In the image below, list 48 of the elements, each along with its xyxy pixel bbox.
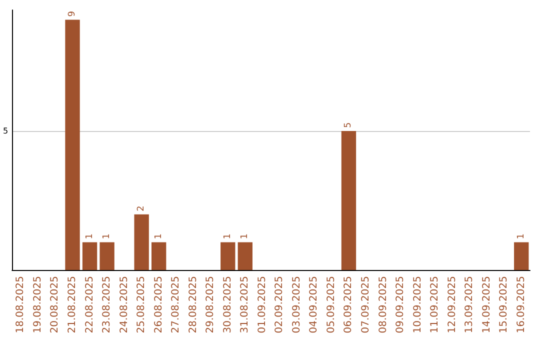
x-tick-label: 28.08.2025: [188, 276, 199, 334]
x-tick-label: 20.08.2025: [50, 276, 61, 334]
x-tick-label: 14.09.2025: [481, 276, 492, 334]
x-tick-label: 22.08.2025: [84, 276, 96, 334]
data-label: 1: [240, 233, 250, 240]
x-tick-label: 24.08.2025: [118, 276, 130, 334]
bar: [82, 242, 98, 270]
x-tick-label: 23.08.2025: [102, 276, 113, 334]
data-label: 1: [84, 233, 95, 240]
x-tick-label: 30.08.2025: [222, 276, 234, 334]
x-tick-label: 01.09.2025: [256, 276, 268, 334]
x-tick-label: 05.09.2025: [326, 276, 337, 334]
x-tick-label: 16.09.2025: [516, 276, 527, 334]
data-label: 2: [136, 206, 147, 212]
bar: [100, 242, 114, 270]
bar: [220, 242, 236, 270]
x-tick-label: 11.09.2025: [430, 276, 441, 334]
x-tick-label: 03.09.2025: [291, 276, 302, 334]
x-tick-label: 09.09.2025: [395, 276, 406, 334]
bar: [238, 242, 252, 270]
x-tick-label: 18.08.2025: [15, 276, 26, 334]
x-tick-label: 12.09.2025: [446, 276, 458, 334]
x-tick-label: 27.08.2025: [170, 276, 182, 334]
data-label: 1: [154, 233, 164, 240]
x-tick-label: 15.09.2025: [498, 276, 510, 334]
bar: [134, 214, 149, 270]
x-tick-label: 31.08.2025: [240, 276, 251, 334]
x-tick-label: 26.08.2025: [153, 276, 164, 334]
data-label: 1: [102, 233, 112, 240]
x-tick-label: 08.09.2025: [378, 276, 389, 334]
x-tick-label: 04.09.2025: [308, 276, 320, 334]
data-label: 1: [222, 233, 233, 240]
x-tick-label: 07.09.2025: [360, 276, 372, 334]
x-tick-label: 25.08.2025: [136, 276, 148, 334]
x-tick-label: 29.08.2025: [205, 276, 216, 334]
x-tick-label: 21.08.2025: [67, 276, 78, 334]
bar: [341, 130, 356, 270]
data-label: 5: [344, 122, 354, 128]
bar: [514, 242, 529, 270]
x-tick-label: 10.09.2025: [412, 276, 424, 334]
data-label: 9: [68, 10, 78, 17]
x-tick-label: 13.09.2025: [464, 276, 476, 334]
x-tick-label: 06.09.2025: [343, 276, 354, 334]
bar: [151, 242, 166, 270]
bar: [65, 20, 80, 270]
data-label: 1: [516, 233, 526, 240]
x-tick-label: 02.09.2025: [274, 276, 286, 334]
x-tick-label: 19.08.2025: [32, 276, 44, 334]
